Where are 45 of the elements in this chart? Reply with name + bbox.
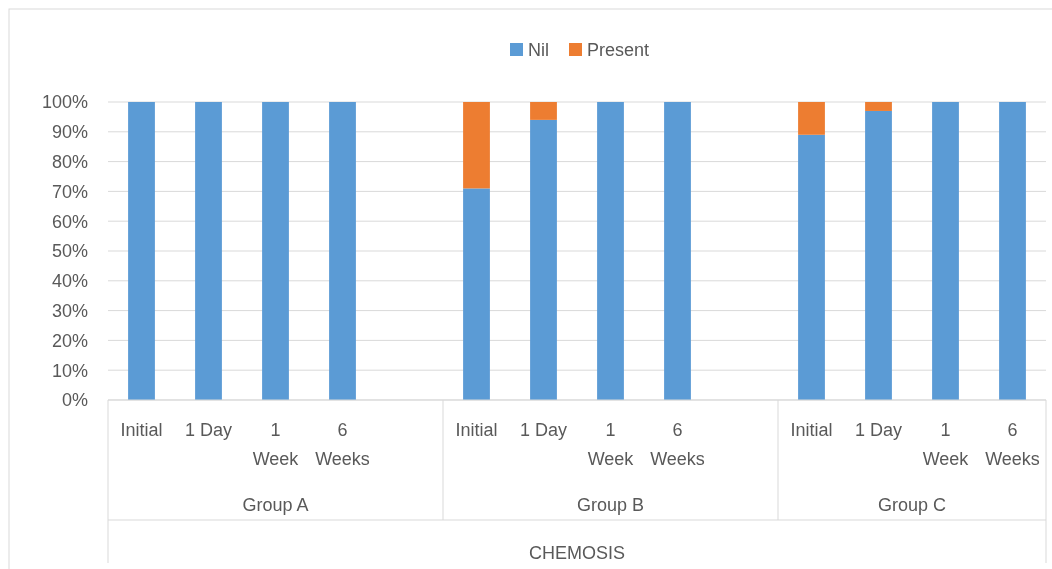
- text: Group A: [242, 495, 309, 515]
- y-tick-label: 10%: [51, 360, 88, 381]
- x-tick-label: 1 Day: [854, 420, 903, 440]
- bar: [664, 102, 691, 400]
- x-tick-label: Initial: [455, 420, 498, 440]
- bar: [798, 102, 825, 135]
- bar: [463, 188, 490, 400]
- y-tick-label: 50%: [51, 241, 88, 262]
- bar: [865, 102, 892, 111]
- x-tick-label: 1 Day: [519, 420, 568, 440]
- bar: [865, 110, 892, 400]
- y-tick-label: 70%: [51, 181, 88, 202]
- bar: [262, 102, 289, 400]
- y-tick-label: 40%: [51, 271, 88, 292]
- bar: [128, 102, 155, 400]
- y-tick-label: 20%: [51, 330, 88, 351]
- bar: [932, 102, 959, 400]
- x-tick-label: 6 Weeks: [315, 420, 370, 469]
- y-tick-label: 90%: [51, 122, 88, 143]
- bar: [329, 102, 356, 400]
- y-tick-label: 100%: [41, 92, 88, 113]
- text: Group B: [576, 495, 645, 515]
- text: Group C: [877, 495, 947, 515]
- x-tick-label: 1 Day: [184, 420, 233, 440]
- bar: [798, 134, 825, 400]
- x-tick-label: 6 Weeks: [650, 420, 705, 469]
- x-tick-label: Initial: [120, 420, 163, 440]
- y-tick-label: 0%: [61, 390, 88, 411]
- y-tick-label: 80%: [51, 151, 88, 172]
- x-tick-label: 1 Week: [252, 420, 300, 469]
- x-tick-label: 1 Week: [587, 420, 635, 469]
- bar: [463, 102, 490, 189]
- x-tick-label: 6 Weeks: [985, 420, 1040, 469]
- x-tick-label: Initial: [790, 420, 833, 440]
- legend-label: Nil: [528, 40, 549, 61]
- y-tick-label: 60%: [51, 211, 88, 232]
- y-tick-label: 30%: [51, 300, 88, 321]
- legend-label: Present: [587, 40, 650, 61]
- x-axis-title: CHEMOSIS: [528, 543, 626, 563]
- x-tick-label: 1 Week: [922, 420, 970, 469]
- bar: [530, 102, 557, 120]
- bar: [597, 102, 624, 400]
- bar: [999, 102, 1026, 400]
- bar: [530, 119, 557, 400]
- bar: [195, 102, 222, 400]
